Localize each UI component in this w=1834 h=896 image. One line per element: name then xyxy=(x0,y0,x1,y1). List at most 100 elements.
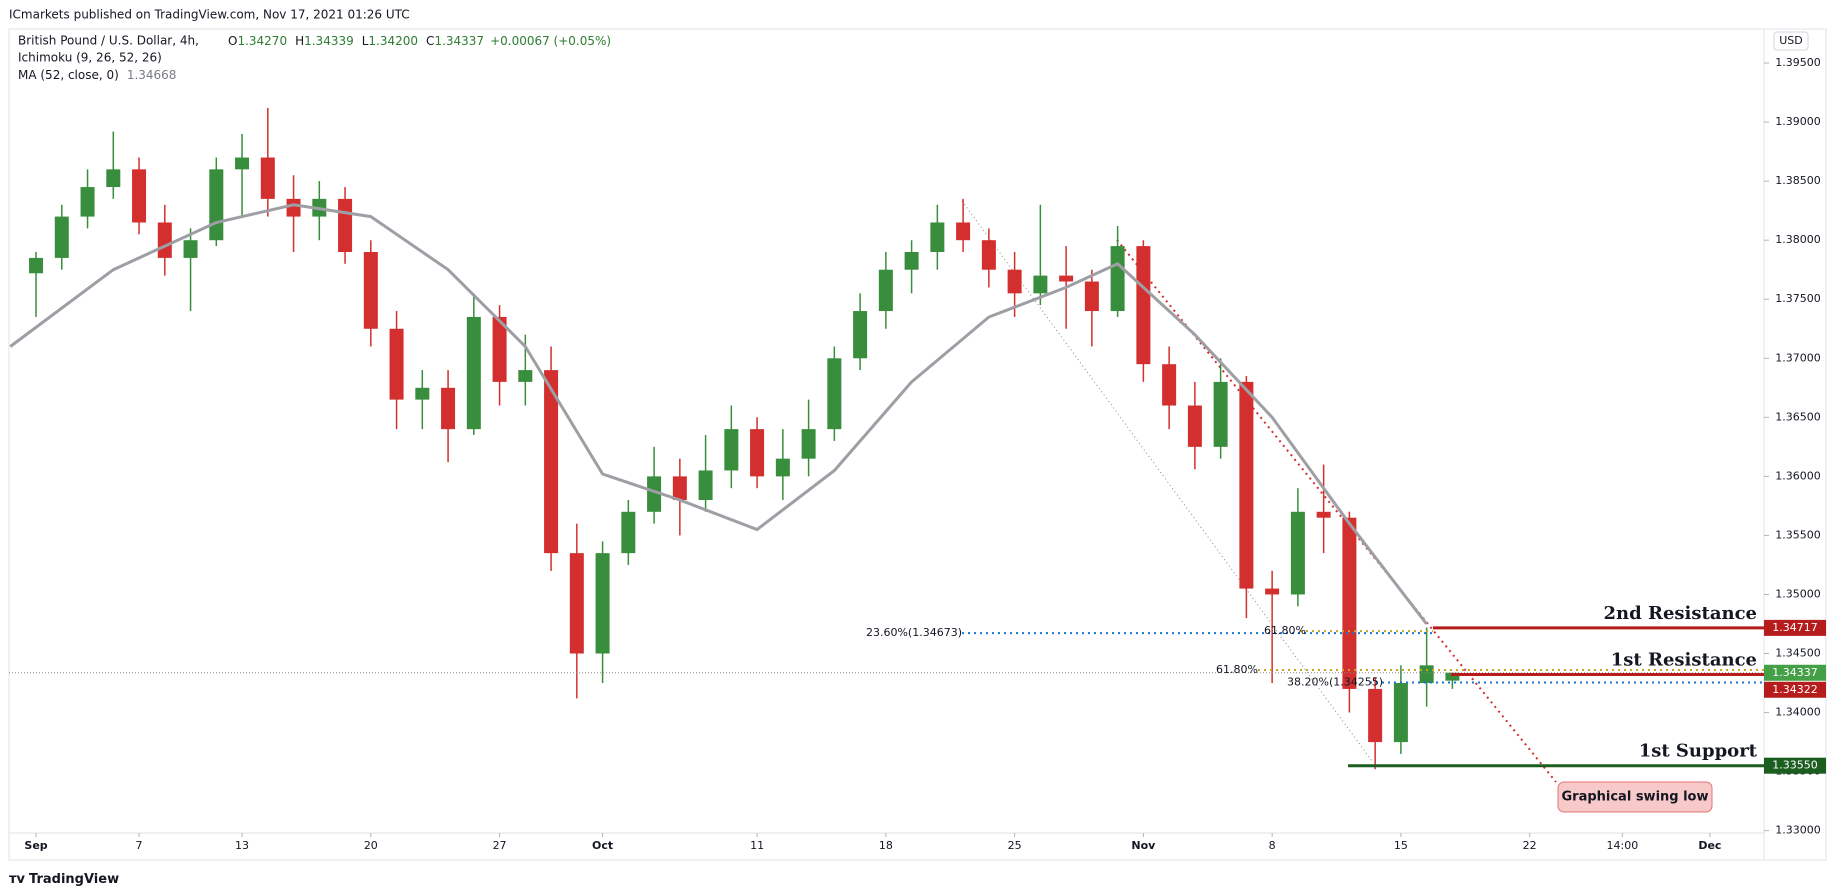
currency-box xyxy=(1773,31,1809,51)
y-tick-label: 1.35000 xyxy=(1775,587,1821,600)
candle-body xyxy=(106,169,121,188)
candle-body xyxy=(183,240,198,258)
candle-body xyxy=(518,370,533,382)
x-tick-label: 13 xyxy=(235,839,249,852)
fib-label: 23.60%(1.34673) xyxy=(866,626,962,639)
candle-body xyxy=(1110,246,1125,312)
candle-body xyxy=(1213,381,1228,447)
x-tick-label: 20 xyxy=(364,839,378,852)
publisher: ICmarkets published on TradingView.com, … xyxy=(9,8,410,22)
candle-body xyxy=(1290,511,1305,595)
ohlc-key: C xyxy=(426,34,434,48)
price-label-box xyxy=(1764,619,1826,636)
candle-body xyxy=(647,476,662,512)
candle-body xyxy=(1368,688,1383,743)
candle-body xyxy=(157,222,172,258)
indicator-value: 1.34668 xyxy=(127,68,177,82)
ohlc-value: 1.34337 xyxy=(434,34,484,48)
chart-title: British Pound / U.S. Dollar, 4h, xyxy=(18,34,199,48)
candle-body xyxy=(1084,281,1099,312)
indicator: Ichimoku (9, 26, 52, 26) xyxy=(18,51,162,65)
ohlc-key: L xyxy=(362,34,369,48)
candle-body xyxy=(1033,275,1048,294)
candle-body xyxy=(1393,683,1408,743)
price-label: 1.34717 xyxy=(1772,621,1818,634)
y-tick-label: 1.39000 xyxy=(1775,115,1821,128)
candle-body xyxy=(1187,405,1202,447)
candle-body xyxy=(801,429,816,459)
ohlc-value: 1.34270 xyxy=(237,34,287,48)
x-tick-label: 22 xyxy=(1523,839,1537,852)
candle-body xyxy=(930,222,945,253)
ohlc-value: 1.34200 xyxy=(368,34,418,48)
x-tick-label: Dec xyxy=(1698,839,1721,852)
candle-body xyxy=(1316,511,1331,518)
price-label: 1.34322 xyxy=(1772,683,1818,696)
candle-body xyxy=(1239,381,1254,589)
annotations: Graphical swing low 23.60%(1.34673) 38.20… xyxy=(866,603,1764,813)
price-label: 1.34337 xyxy=(1772,666,1818,679)
y-tick-label: 1.36500 xyxy=(1775,410,1821,423)
currency: USD xyxy=(1779,34,1803,47)
ma-line xyxy=(9,203,1428,625)
x-tick-label: 11 xyxy=(750,839,764,852)
y-tick-label: 1.38000 xyxy=(1775,233,1821,246)
candle-body xyxy=(389,328,404,400)
candle-body xyxy=(1419,665,1434,684)
fib-label: 38.20%(1.34255) xyxy=(1287,675,1383,688)
candle-body xyxy=(235,157,250,170)
x-tick-label: 25 xyxy=(1008,839,1022,852)
candle-body xyxy=(1445,672,1460,681)
candle-body xyxy=(209,169,224,241)
candle-body xyxy=(1136,246,1151,365)
candle-body xyxy=(80,187,95,217)
y-tick-label: 1.34500 xyxy=(1775,647,1821,660)
indicator-name: MA (52, close, 0) xyxy=(18,68,119,82)
ohlc-key: O xyxy=(228,34,237,48)
x-tick-label: 8 xyxy=(1269,839,1276,852)
candle-body xyxy=(441,387,456,430)
candle-body xyxy=(1059,275,1074,282)
candle-body xyxy=(724,429,739,471)
footer-text: TradingView xyxy=(29,872,119,887)
candle-body xyxy=(569,553,584,654)
x-tick-label: 18 xyxy=(879,839,893,852)
candle-body xyxy=(415,387,430,400)
candle-body xyxy=(54,216,69,258)
candle-body xyxy=(878,269,893,312)
x-tick-label: Sep xyxy=(24,839,47,852)
candle-body xyxy=(1342,517,1357,689)
y-tick-label: 1.39500 xyxy=(1775,56,1821,69)
level-name: 1st Support xyxy=(1639,741,1758,762)
x-tick-label: 7 xyxy=(136,839,143,852)
ohlc-value: 1.34339 xyxy=(304,34,354,48)
ohlc-change: +0.00067 (+0.05%) xyxy=(490,34,611,48)
y-tick-label: 1.36000 xyxy=(1775,469,1821,482)
candle-body xyxy=(29,257,44,274)
candle-body xyxy=(595,553,610,654)
candle-body xyxy=(338,198,353,253)
plot-area xyxy=(9,107,1764,783)
callout-text: Graphical swing low xyxy=(1561,790,1708,805)
y-tick-label: 1.37500 xyxy=(1775,292,1821,305)
candle-body xyxy=(286,198,301,217)
fib-label: 61.80% xyxy=(1264,624,1306,637)
indicator: MA (52, close, 0) 1.34668 xyxy=(18,68,176,82)
candle-body xyxy=(621,511,636,554)
level-name: 1st Resistance xyxy=(1611,650,1757,671)
price-label-box xyxy=(1764,681,1826,698)
y-tick-label: 1.35500 xyxy=(1775,528,1821,541)
y-tick-label: 1.33000 xyxy=(1775,824,1821,837)
ohlc-legend: O1.34270 H1.34339 L1.34200 C1.34337 +0.00067… xyxy=(228,34,611,48)
trend-line xyxy=(1116,239,1557,783)
callout-box xyxy=(1557,781,1713,813)
footer-logo: ᴛᴠ TradingView xyxy=(9,872,119,887)
logo-mark: ᴛᴠ xyxy=(9,872,26,887)
candle-body xyxy=(1162,364,1177,406)
candle-body xyxy=(544,370,559,554)
candle-body xyxy=(363,252,378,329)
candle-body xyxy=(672,476,687,500)
candle-body xyxy=(827,358,842,430)
x-tick-label: 27 xyxy=(493,839,507,852)
